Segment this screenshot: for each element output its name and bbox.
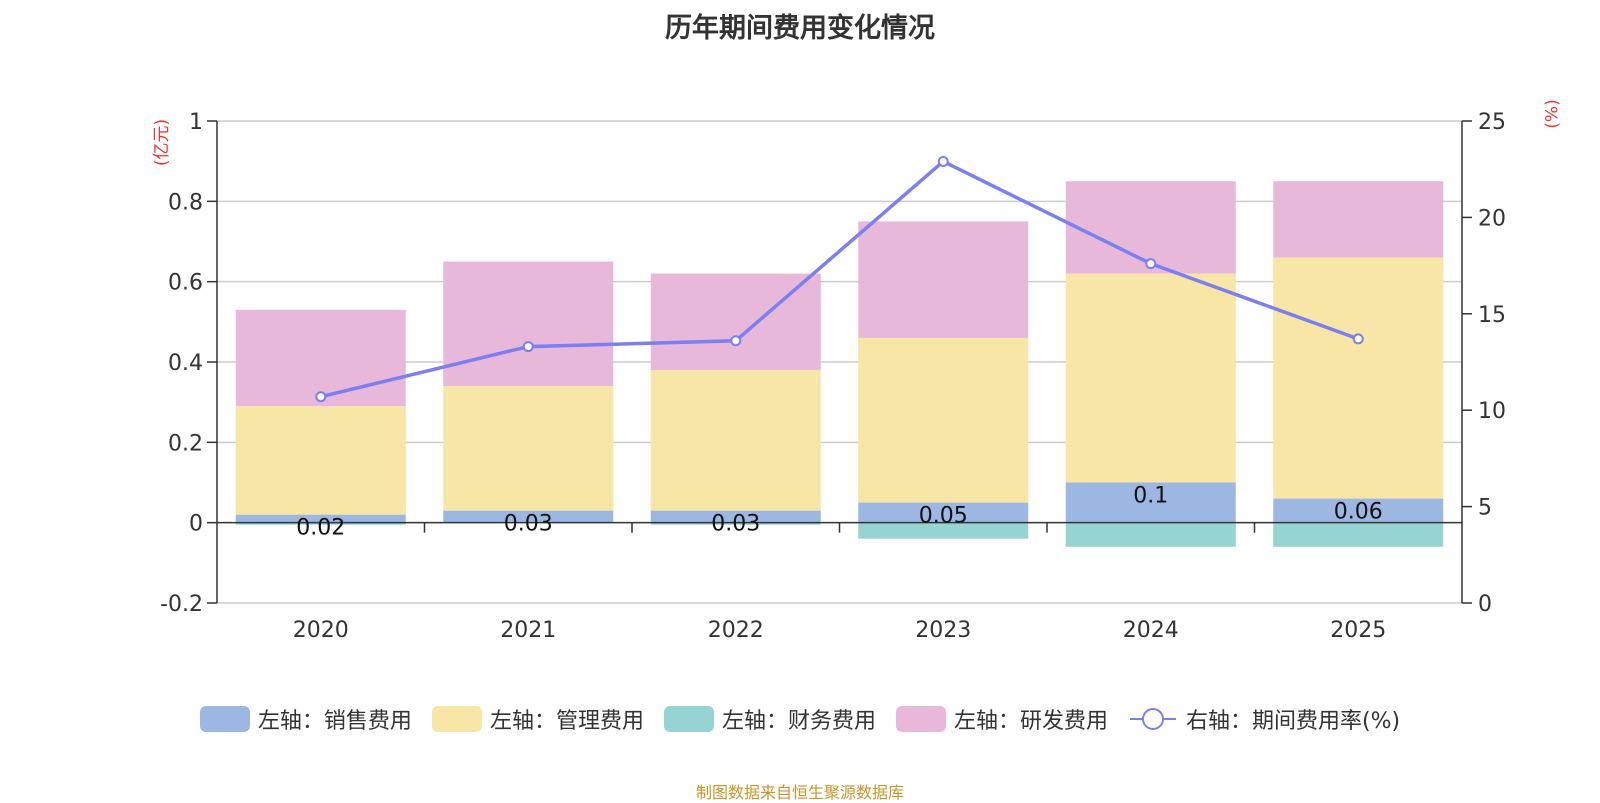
bar-2022-series-2 — [650, 522, 821, 525]
bar-2024-series-0 — [1065, 482, 1236, 523]
legend-item-rate[interactable]: 右轴：期间费用率(%) — [1128, 703, 1400, 735]
left-axis-tick-label: 0.4 — [168, 351, 203, 376]
bar-2022-series-0 — [650, 510, 821, 523]
right-axis-unit: (%) — [1542, 99, 1563, 129]
bar-2025-series-1 — [1273, 257, 1444, 499]
bar-2024-series-1 — [1065, 273, 1236, 483]
legend-item-sales[interactable]: 左轴：销售费用 — [199, 703, 412, 735]
left-axis-tick-label: -0.2 — [160, 592, 203, 617]
rate-point — [730, 335, 742, 347]
rate-point — [937, 155, 949, 167]
left-axis-tick-label: 1 — [189, 110, 203, 135]
rate-point — [1352, 333, 1364, 345]
bar-2023-series-2 — [858, 522, 1029, 539]
bar-2023-series-1 — [858, 337, 1029, 503]
right-axis-tick-label: 10 — [1478, 399, 1506, 424]
left-axis-unit: (亿元) — [152, 118, 173, 167]
bar-data-label: 0.03 — [504, 512, 553, 537]
legend-item-admin[interactable]: 左轴：管理费用 — [431, 703, 644, 735]
source-note: 制图数据来自恒生聚源数据库 — [695, 783, 904, 802]
bar-2024-series-2 — [1065, 522, 1236, 547]
bar-data-label: 0.06 — [1334, 500, 1383, 525]
left-axis-tick-label: 0.2 — [168, 431, 203, 456]
x-axis-tick-label: 2024 — [1123, 618, 1179, 643]
left-axis-tick-label: 0.8 — [168, 190, 203, 215]
x-axis-tick-label: 2023 — [915, 618, 971, 643]
bar-2023-series-0 — [858, 502, 1029, 523]
bar-2025-series-2 — [1273, 522, 1444, 547]
bar-data-label: 0.1 — [1133, 484, 1168, 509]
bar-2020-series-3 — [235, 309, 406, 407]
legend-label-finance: 左轴：财务费用 — [721, 709, 876, 734]
legend-swatch-finance — [663, 706, 714, 732]
right-axis-tick-label: 25 — [1478, 110, 1506, 135]
bar-2021-series-3 — [443, 261, 614, 387]
bar-2025-series-3 — [1273, 181, 1444, 258]
bar-data-label: 0.02 — [296, 516, 345, 541]
bar-2025-series-0 — [1273, 498, 1444, 523]
chart-title: 历年期间费用变化情况 — [665, 13, 935, 44]
right-axis-tick-label: 15 — [1478, 303, 1506, 328]
legend-swatch-rnd — [895, 706, 946, 732]
legend-item-finance[interactable]: 左轴：财务费用 — [663, 703, 876, 735]
rate-line-series — [315, 155, 1364, 403]
bar-2023-series-3 — [858, 221, 1029, 338]
legend-label-admin: 左轴：管理费用 — [489, 709, 644, 734]
legend-label-rnd: 左轴：研发费用 — [953, 709, 1108, 734]
legend-label-sales: 左轴：销售费用 — [257, 709, 412, 734]
x-axis-tick-label: 2022 — [708, 618, 764, 643]
axes — [207, 120, 1472, 604]
legend-line-marker-icon — [1129, 708, 1176, 730]
bar-data-label: 0.03 — [711, 512, 760, 537]
legend: 左轴：销售费用 左轴：管理费用 左轴：财务费用 左轴：研发费用 右轴：期间费用率… — [0, 703, 1600, 735]
right-axis-tick-label: 5 — [1478, 496, 1492, 521]
bar-2020-series-2 — [235, 522, 406, 525]
legend-label-rate: 右轴：期间费用率(%) — [1185, 709, 1401, 734]
x-axis-tick-label: 2021 — [500, 618, 556, 643]
right-axis-tick-label: 20 — [1478, 206, 1506, 231]
axis-tick-labels: 1 0.8 0.6 0.4 0.2 0 -0.2 25 20 15 10 5 0 2020 2021 2022… — [160, 110, 1506, 643]
rate-point — [1145, 258, 1157, 270]
legend-swatch-admin — [431, 706, 482, 732]
bar-2020-series-1 — [235, 406, 406, 515]
bar-series — [235, 181, 1444, 547]
gridlines — [217, 120, 1462, 604]
left-axis-tick-label: 0 — [189, 512, 203, 537]
right-axis-tick-label: 0 — [1478, 592, 1492, 617]
rate-point — [522, 341, 534, 353]
bar-2020-series-0 — [235, 514, 406, 523]
rate-point — [315, 391, 327, 403]
bar-data-label: 0.05 — [919, 504, 968, 529]
left-axis-tick-label: 0.6 — [168, 271, 203, 296]
x-axis-tick-label: 2025 — [1330, 618, 1386, 643]
rate-line — [320, 159, 1359, 399]
bar-2021-series-0 — [443, 510, 614, 523]
legend-swatch-sales — [199, 706, 250, 732]
bar-data-labels: 0.02 0.03 0.03 0.05 0.1 0.06 — [296, 484, 1382, 541]
legend-item-rnd[interactable]: 左轴：研发费用 — [895, 703, 1108, 735]
bar-2022-series-1 — [650, 370, 821, 511]
x-axis-tick-label: 2020 — [293, 618, 349, 643]
bar-2021-series-1 — [443, 386, 614, 511]
